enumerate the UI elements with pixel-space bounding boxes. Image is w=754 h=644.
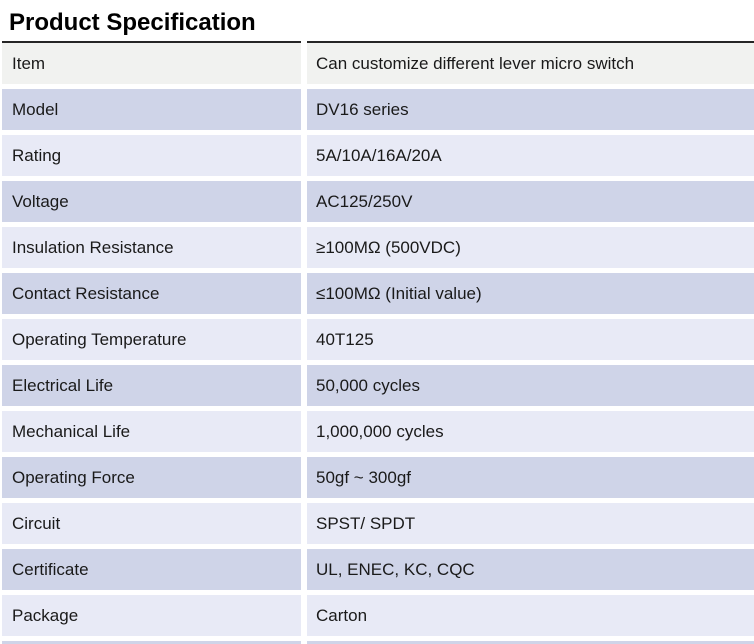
top-border-right-segment <box>307 41 754 43</box>
table-row: Insulation Resistance ≥100MΩ (500VDC) <box>2 227 754 268</box>
spec-row-label: Model <box>2 89 301 130</box>
spec-row-value: Carton <box>307 595 754 636</box>
spec-row-value: DV16 series <box>307 89 754 130</box>
spec-table: Item Can customize different lever micro… <box>0 41 754 644</box>
spec-row-value: AC125/250V <box>307 181 754 222</box>
spec-row-value: 50gf ~ 300gf <box>307 457 754 498</box>
spec-row-label: Package <box>2 595 301 636</box>
table-row: Electrical Life 50,000 cycles <box>2 365 754 406</box>
spec-row-value: 50,000 cycles <box>307 365 754 406</box>
spec-row-label: Contact Resistance <box>2 273 301 314</box>
spec-row-label: Electrical Life <box>2 365 301 406</box>
spec-row-label: Circuit <box>2 503 301 544</box>
spec-row-label: Insulation Resistance <box>2 227 301 268</box>
spec-row-label: Mechanical Life <box>2 411 301 452</box>
spec-row-value: ≤100MΩ (Initial value) <box>307 273 754 314</box>
table-row: Item Can customize different lever micro… <box>2 43 754 84</box>
spec-row-label: Certificate <box>2 549 301 590</box>
next-row-partial <box>2 641 754 644</box>
table-row: Model DV16 series <box>2 89 754 130</box>
table-row: Circuit SPST/ SPDT <box>2 503 754 544</box>
top-border-gutter <box>301 41 307 43</box>
spec-row-value: Can customize different lever micro swit… <box>307 43 754 84</box>
spec-row-label: Voltage <box>2 181 301 222</box>
spec-row-label: Rating <box>2 135 301 176</box>
spec-row-value: ≥100MΩ (500VDC) <box>307 227 754 268</box>
table-row: Operating Temperature 40T125 <box>2 319 754 360</box>
table-row: Voltage AC125/250V <box>2 181 754 222</box>
table-top-border <box>2 41 754 43</box>
next-row-partial-label-cell <box>2 641 301 644</box>
top-border-left-segment <box>2 41 301 43</box>
spec-row-value: SPST/ SPDT <box>307 503 754 544</box>
next-row-partial-value-cell <box>307 641 754 644</box>
spec-rows: Item Can customize different lever micro… <box>2 43 754 636</box>
spec-row-label: Operating Temperature <box>2 319 301 360</box>
page-title: Product Specification <box>9 9 256 36</box>
table-row: Operating Force 50gf ~ 300gf <box>2 457 754 498</box>
spec-row-value: 5A/10A/16A/20A <box>307 135 754 176</box>
spec-row-value: 40T125 <box>307 319 754 360</box>
table-row: Rating 5A/10A/16A/20A <box>2 135 754 176</box>
table-row: Contact Resistance ≤100MΩ (Initial value… <box>2 273 754 314</box>
spec-row-label: Operating Force <box>2 457 301 498</box>
table-row: Certificate UL, ENEC, KC, CQC <box>2 549 754 590</box>
spec-row-value: 1,000,000 cycles <box>307 411 754 452</box>
spec-row-label: Item <box>2 43 301 84</box>
table-row: Mechanical Life 1,000,000 cycles <box>2 411 754 452</box>
spec-row-value: UL, ENEC, KC, CQC <box>307 549 754 590</box>
table-row: Package Carton <box>2 595 754 636</box>
